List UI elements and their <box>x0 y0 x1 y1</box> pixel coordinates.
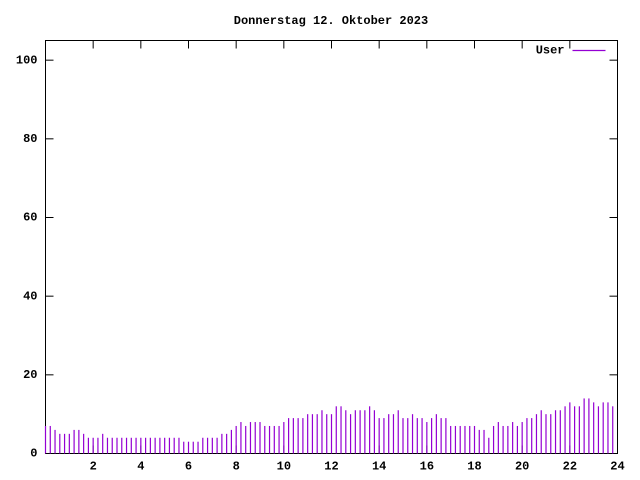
x-tick-label: 6 <box>185 460 192 474</box>
x-tick-label: 16 <box>420 460 434 474</box>
y-tick-label: 80 <box>23 132 37 146</box>
x-tick-label: 14 <box>372 460 386 474</box>
y-tick-label: 0 <box>30 447 37 461</box>
x-tick-label: 22 <box>563 460 577 474</box>
y-tick-label: 60 <box>23 211 37 225</box>
legend-label: User <box>536 44 565 58</box>
x-tick-label: 18 <box>467 460 481 474</box>
y-tick-label: 100 <box>16 53 38 67</box>
y-tick-label: 40 <box>23 289 37 303</box>
x-tick-label: 24 <box>610 460 624 474</box>
x-tick-label: 10 <box>277 460 291 474</box>
x-tick-label: 12 <box>324 460 338 474</box>
chart-title: Donnerstag 12. Oktober 2023 <box>234 14 428 28</box>
x-tick-label: 4 <box>137 460 144 474</box>
y-tick-label: 20 <box>23 368 37 382</box>
x-tick-label: 20 <box>515 460 529 474</box>
x-tick-label: 2 <box>90 460 97 474</box>
x-tick-label: 8 <box>233 460 240 474</box>
